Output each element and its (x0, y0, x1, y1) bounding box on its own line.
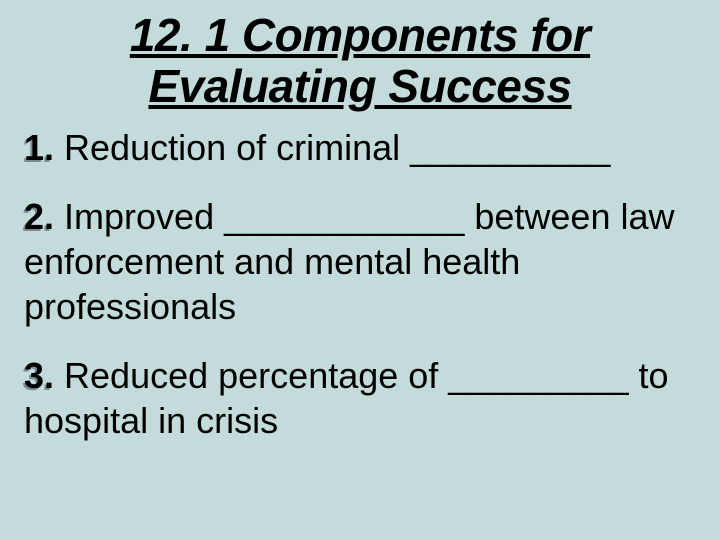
item-text-2: Improved ____________ between law enforc… (24, 196, 675, 327)
item-number-1: 1. (24, 125, 54, 170)
list-item: 1. Reduction of criminal __________ (24, 125, 696, 170)
item-number-2: 2. (24, 194, 54, 239)
slide-title: 12. 1 Components for Evaluating Success (24, 10, 696, 111)
list-item: 2. Improved ____________ between law enf… (24, 194, 696, 329)
title-line-1: 12. 1 Components for (130, 9, 590, 61)
item-number-3: 3. (24, 353, 54, 398)
title-line-2: Evaluating Success (148, 60, 571, 112)
list-item: 3. Reduced percentage of _________ to ho… (24, 353, 696, 443)
item-text-1: Reduction of criminal __________ (54, 127, 610, 168)
item-text-3: Reduced percentage of _________ to hospi… (24, 355, 669, 441)
